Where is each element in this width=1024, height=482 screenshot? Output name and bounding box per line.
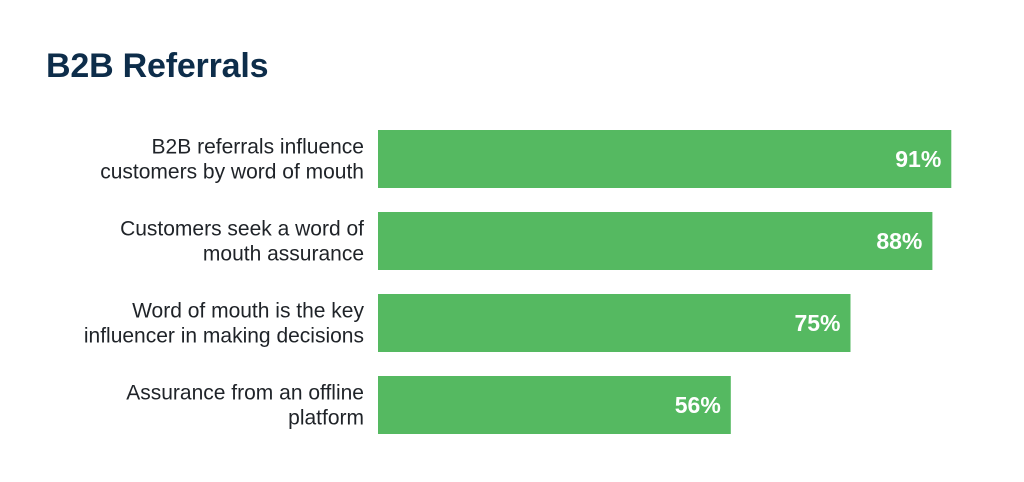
category-label-3-line-2: influencer in making decisions (84, 325, 364, 348)
category-label-2-line-1: Customers seek a word of (120, 218, 364, 241)
bar-3 (378, 294, 851, 352)
category-label-3-line-1: Word of mouth is the key (132, 300, 364, 323)
category-label-4-line-1: Assurance from an offline (126, 382, 364, 405)
bar-1 (378, 130, 952, 188)
bar-4 (378, 376, 731, 434)
bar-2 (378, 212, 933, 270)
bar-value-label-2: 88% (876, 228, 922, 254)
bar-value-label-3: 75% (794, 310, 840, 336)
bar-value-label-4: 56% (675, 392, 721, 418)
category-label-4-line-2: platform (288, 407, 364, 430)
bar-value-label-1: 91% (895, 146, 941, 172)
category-label-1-line-2: customers by word of mouth (100, 161, 364, 184)
category-label-1-line-1: B2B referrals influence (152, 136, 364, 159)
chart-title: B2B Referrals (46, 47, 269, 85)
category-label-2-line-2: mouth assurance (203, 243, 364, 266)
